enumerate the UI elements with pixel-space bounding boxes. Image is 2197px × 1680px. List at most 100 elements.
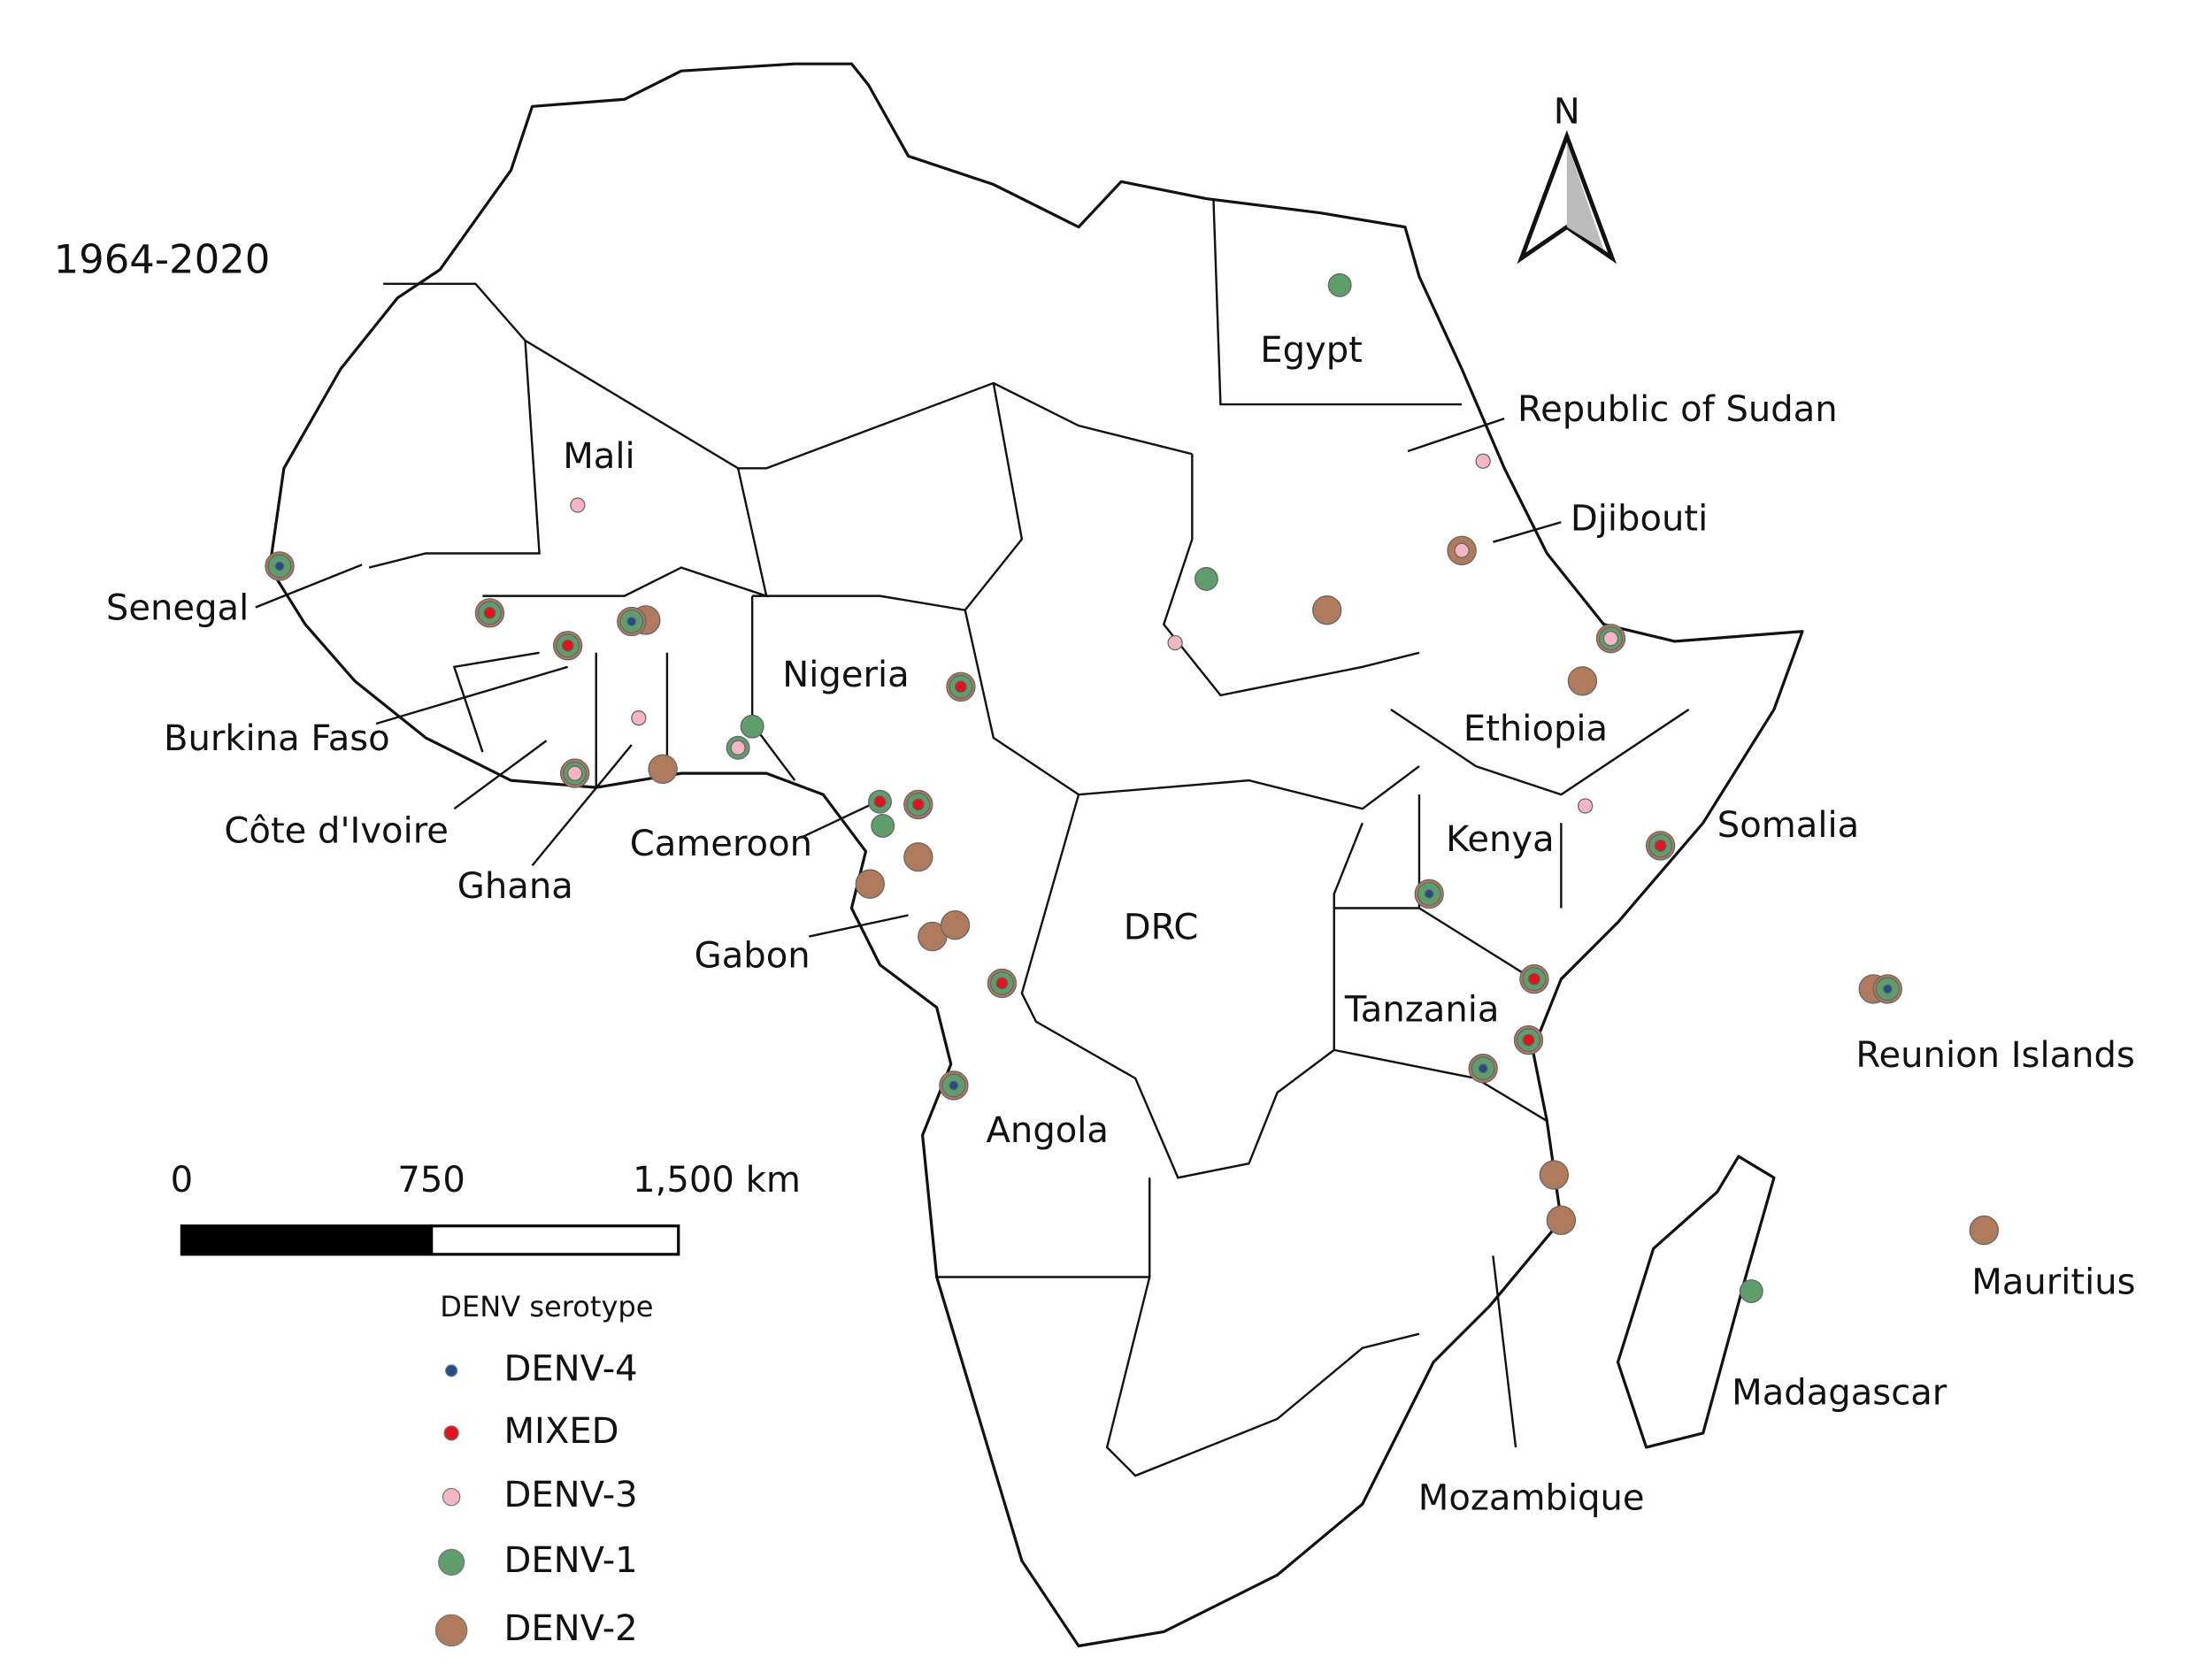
site-marker [940,910,971,940]
site-marker [1312,595,1342,625]
country-label: Djibouti [1571,499,1708,540]
legend-label: DENV-2 [503,1608,637,1649]
legend-marker [445,1364,458,1377]
sites [265,272,2000,1304]
site-marker [1522,1033,1535,1047]
site-marker [1546,1205,1577,1236]
border [936,1178,1420,1477]
site-marker [871,813,895,838]
site-marker [1567,666,1598,696]
legend-label: DENV-1 [503,1540,637,1581]
country-label: Ethiopia [1463,709,1608,749]
border [1020,794,1364,1179]
site-marker [995,977,1009,990]
legend: DENV serotype DENV-4 MIXED DENV-3 DENV-1 DEN… [434,1290,654,1649]
site-marker [1882,984,1893,994]
site-marker [1602,631,1619,647]
country-label: Mali [563,436,634,477]
landmass [268,62,1804,1648]
site-marker [903,842,933,872]
site-marker [626,617,637,626]
border [368,340,541,569]
country-label: Côte d'Ivoire [224,810,449,851]
site-marker [1969,1215,2000,1246]
legend-marker [443,1425,459,1441]
site-marker [561,639,574,652]
border [482,468,768,598]
border [1212,198,1463,406]
country-label: Republic of Sudan [1517,389,1838,430]
country-label: Somalia [1717,805,1859,846]
site-marker [954,680,967,694]
border [1390,708,1690,796]
madagascar-outline [1616,1155,1776,1449]
scale-bar: 0 750 1,500 km [171,1160,801,1256]
leader-line [801,801,878,839]
scale-bar-white [430,1224,680,1256]
site-marker [1167,634,1183,651]
site-marker [1454,542,1470,558]
site-marker [1478,1063,1488,1074]
site-marker [1194,566,1218,591]
site-marker [1527,972,1540,986]
scale-label: 0 [171,1160,194,1201]
country-label: Reunion Islands [1855,1035,2134,1076]
leader-lines [255,418,1562,1448]
north-label: N [1554,91,1580,132]
site-marker [873,795,887,809]
site-marker [855,869,885,899]
legend-label: DENV-3 [503,1475,637,1515]
country-label: Mozambique [1418,1477,1645,1518]
country-label: Gabon [695,936,810,977]
site-marker [570,497,586,513]
leader-line [375,665,568,725]
site-marker [911,798,925,811]
country-labels: Mali Senegal Burkina Faso Côte d'IvoireGhan… [106,330,2136,1519]
country-label: Senegal [106,588,249,629]
country-label: Ghana [457,866,573,907]
country-label: DRC [1124,908,1199,948]
africa-outline [268,62,1804,1648]
country-label: Angola [987,1110,1109,1151]
site-marker [949,1080,959,1091]
legend-marker [438,1548,465,1576]
leader-line [453,740,548,810]
site-marker [1539,1160,1570,1190]
leader-line [255,564,363,609]
site-marker [1475,453,1491,469]
legend-marker [434,1614,468,1647]
period-label: 1964-2020 [54,236,271,283]
site-marker [1327,272,1352,297]
country-label: Tanzania [1344,990,1500,1031]
north-arrow-shade [1566,142,1604,250]
country-label: Kenya [1446,819,1555,860]
legend-title: DENV serotype [440,1290,653,1323]
leader-line [1407,418,1505,453]
borders [368,198,1690,1477]
site-marker [1424,888,1434,899]
country-label: Burkina Faso [164,718,390,759]
leader-line [531,744,633,867]
site-marker [631,710,647,726]
site-marker [730,740,746,756]
leader-line [809,914,909,938]
scale-bar-black [180,1224,434,1256]
country-label: Nigeria [782,655,909,695]
country-label: Mauritius [1971,1262,2135,1303]
country-label: Cameroon [630,824,812,864]
site-marker [567,765,583,781]
site-marker [274,561,285,572]
north-arrow: N [1517,91,1617,265]
leader-line [1492,1255,1517,1448]
leader-line [1493,521,1562,543]
country-label: Egypt [1260,330,1363,371]
site-marker [483,606,496,619]
border [964,382,1420,810]
legend-label: DENV-4 [503,1348,637,1389]
border [1162,454,1420,697]
scale-label: 750 [397,1160,465,1201]
site-marker [1739,1279,1763,1304]
site-marker [1577,798,1594,814]
scale-label: 1,500 km [633,1160,801,1201]
